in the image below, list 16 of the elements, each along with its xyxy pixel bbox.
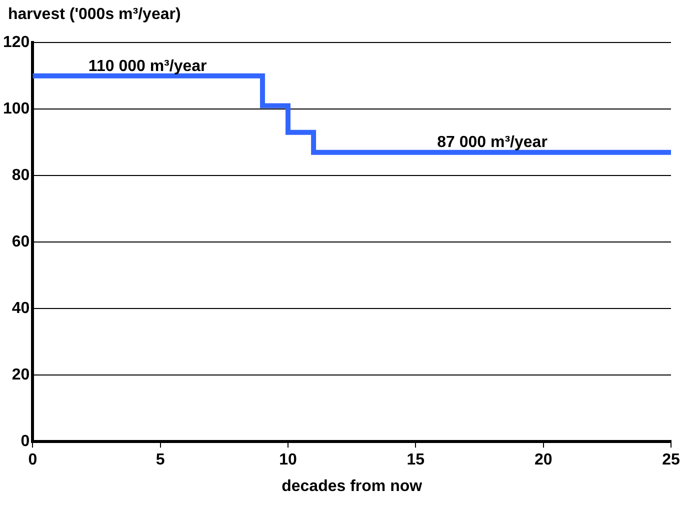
x-axis-title: decades from now [282,478,423,495]
annotation: 110 000 m³/year [88,58,207,75]
y-tick-label: 60 [12,234,30,251]
y-tick-label: 80 [12,167,30,184]
y-tick-label: 120 [2,34,30,52]
x-tick-label: 5 [156,452,165,469]
y-axis-title: harvest ('000s m³/year) [8,6,181,24]
x-tick-label: 10 [279,452,298,469]
y-tick-label: 100 [2,100,30,118]
y-tick-label: 0 [20,433,30,450]
x-tick-label: 25 [662,452,680,469]
y-tick-label: 20 [12,366,30,384]
y-tick-label: 40 [12,300,30,318]
annotation: 87 000 m³/year [437,134,548,151]
x-tick-label: 20 [534,452,552,469]
x-tick-label: 15 [406,452,425,469]
